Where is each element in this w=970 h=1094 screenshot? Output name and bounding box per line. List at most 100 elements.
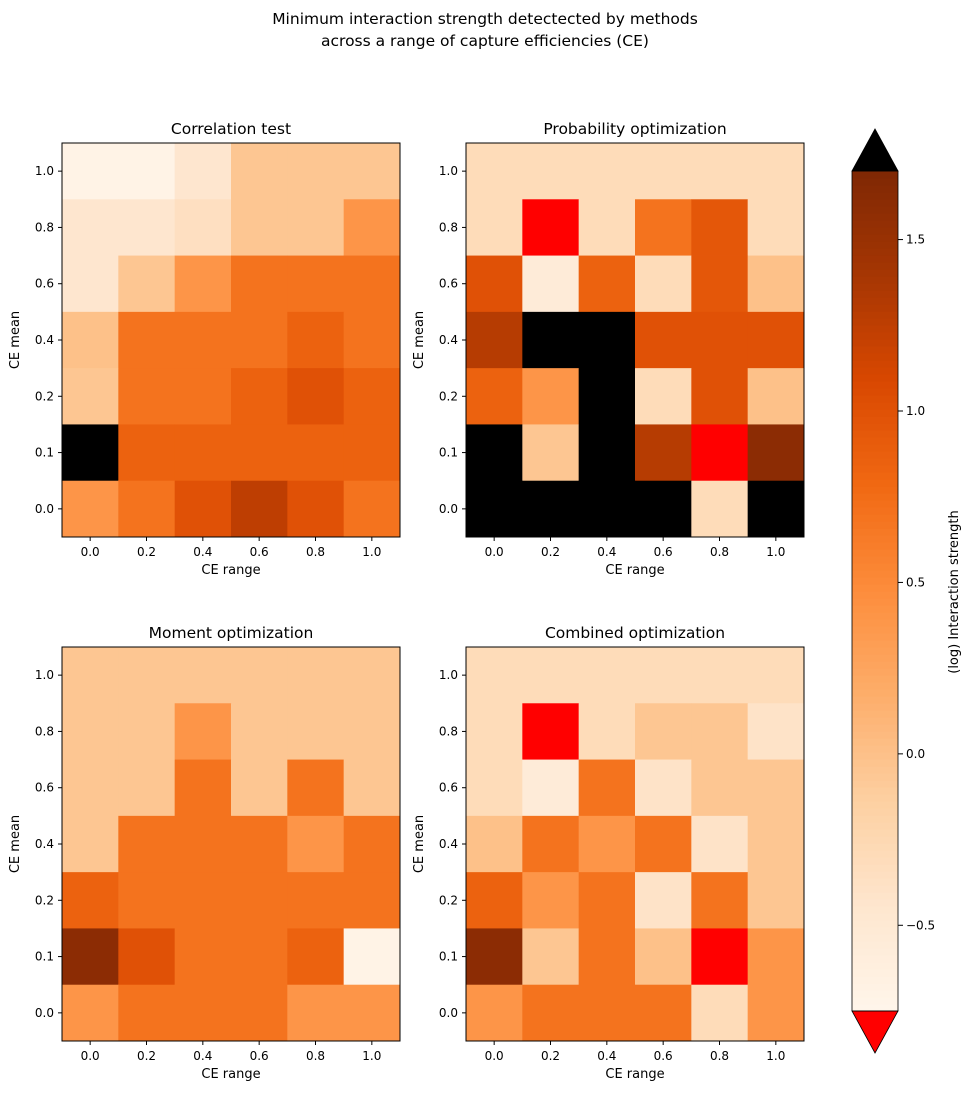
heatmap-cell <box>174 984 232 1042</box>
heatmap-cell <box>635 928 692 986</box>
colorbar-gradient-segment <box>852 276 898 284</box>
heatmap-combined-optimization: Combined optimization 0.0 0.2 0.4 0.6 0.8 1.0 1… <box>412 624 805 1082</box>
heatmap-cell <box>118 928 176 986</box>
colorbar-gradient-segment <box>852 976 898 984</box>
x-tick-label: 0.0 <box>81 1049 100 1063</box>
colorbar-gradient-segment <box>852 990 898 998</box>
heatmap-cell <box>691 759 749 817</box>
heatmap-cell <box>231 872 288 929</box>
heatmap-cell <box>174 647 232 704</box>
y-axis-label: CE mean <box>8 311 23 369</box>
heatmap-cell <box>174 480 232 538</box>
heatmap-cell <box>466 984 523 1042</box>
heatmap-cell <box>635 759 692 817</box>
colorbar-gradient-segment <box>852 409 898 417</box>
x-tick-label: 0.4 <box>193 545 212 559</box>
subplot-title: Combined optimization <box>545 624 725 642</box>
colorbar-gradient-segment <box>852 1004 898 1012</box>
colorbar-gradient-segment <box>852 654 898 662</box>
heatmap-cell <box>118 368 176 425</box>
x-axis-label: CE range <box>605 563 664 578</box>
heatmap-cell <box>747 815 805 873</box>
heatmap-cell <box>635 480 692 538</box>
colorbar-tick-label: 0.5 <box>906 575 925 589</box>
colorbar-gradient-segment <box>852 570 898 578</box>
colorbar-gradient-segment <box>852 458 898 466</box>
heatmap-cell <box>635 872 692 929</box>
colorbar-gradient-segment <box>852 997 898 1005</box>
heatmap-cell <box>287 255 345 313</box>
heatmap-cell <box>174 759 232 817</box>
x-tick-label: 0.8 <box>306 545 325 559</box>
heatmap-cell <box>466 759 523 817</box>
x-tick-label: 0.6 <box>250 1049 269 1063</box>
heatmap-cell <box>466 703 523 760</box>
y-tick-label: 0.4 <box>35 333 54 347</box>
colorbar-gradient-segment <box>852 353 898 361</box>
heatmap-cell <box>174 199 232 256</box>
colorbar-gradient-segment <box>852 472 898 480</box>
heatmap-cell <box>62 255 119 313</box>
subplot-title: Probability optimization <box>543 120 726 138</box>
heatmap-cell <box>343 815 401 873</box>
colorbar-gradient-segment <box>852 437 898 445</box>
colorbar-gradient-segment <box>852 269 898 277</box>
heatmap-cell <box>522 480 580 538</box>
heatmap-cell <box>231 703 288 760</box>
heatmap-cell <box>287 759 345 817</box>
heatmap-cell <box>287 872 345 929</box>
colorbar-gradient-segment <box>852 668 898 676</box>
heatmap-cell <box>62 872 119 929</box>
colorbar-gradient-segment <box>852 556 898 564</box>
colorbar-gradient-segment <box>852 444 898 452</box>
heatmap-cell <box>174 143 232 200</box>
heatmap-cell <box>118 703 176 760</box>
heatmap-cell <box>578 311 636 369</box>
heatmap-cell <box>231 647 288 704</box>
colorbar-gradient-segment <box>852 206 898 214</box>
colorbar-gradient-segment <box>852 542 898 550</box>
heatmap-cell <box>231 984 288 1042</box>
y-tick-label: 0.1 <box>35 950 54 964</box>
x-tick-label: 0.0 <box>81 545 100 559</box>
colorbar-gradient-segment <box>852 843 898 851</box>
colorbar-gradient-segment <box>852 850 898 858</box>
y-tick-label: 0.2 <box>35 893 54 907</box>
colorbar-gradient-segment <box>852 304 898 312</box>
colorbar-label: (log) Interaction strength <box>947 510 962 674</box>
colorbar-gradient-segment <box>852 360 898 368</box>
heatmap-cell <box>118 647 176 704</box>
heatmap-cell <box>691 480 749 538</box>
heatmap-cell <box>174 368 232 425</box>
heatmap-cell <box>466 872 523 929</box>
y-tick-label: 1.0 <box>439 668 458 682</box>
heatmap-cell <box>118 872 176 929</box>
colorbar-gradient-segment <box>852 934 898 942</box>
heatmap-cell <box>287 368 345 425</box>
colorbar-gradient-segment <box>852 465 898 473</box>
heatmap-cell <box>118 984 176 1042</box>
colorbar-gradient-segment <box>852 500 898 508</box>
heatmap-cell <box>287 815 345 873</box>
heatmap-cell <box>522 984 580 1042</box>
colorbar-gradient-segment <box>852 983 898 991</box>
heatmap-cell <box>287 647 345 704</box>
heatmap-cell <box>522 703 580 760</box>
heatmap-cell <box>466 647 523 704</box>
colorbar-gradient-segment <box>852 633 898 641</box>
colorbar-gradient-segment <box>852 290 898 298</box>
colorbar-gradient-segment <box>852 724 898 732</box>
colorbar-gradient-segment <box>852 381 898 389</box>
heatmap-cell <box>578 424 636 482</box>
heatmap-cell <box>466 368 523 425</box>
y-tick-label: 0.2 <box>439 389 458 403</box>
heatmap-cell <box>635 199 692 256</box>
colorbar-gradient-segment <box>852 395 898 403</box>
heatmap-cell <box>174 815 232 873</box>
heatmap-cell <box>522 872 580 929</box>
x-tick-label: 0.4 <box>193 1049 212 1063</box>
heatmap-cell <box>62 199 119 256</box>
x-tick-label: 1.0 <box>362 1049 381 1063</box>
y-tick-label: 0.4 <box>439 333 458 347</box>
